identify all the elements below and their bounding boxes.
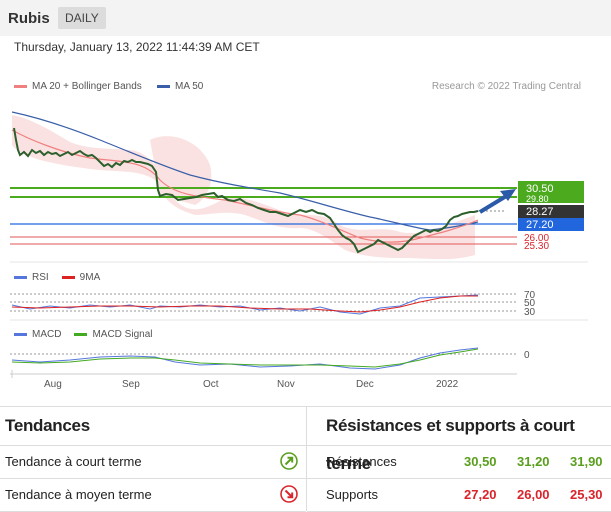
symbol-name: Rubis	[8, 10, 50, 27]
resistances-row: Résistances 30,50 31,20 31,90	[307, 446, 611, 479]
chart-header: Rubis DAILY	[0, 0, 611, 36]
ma50-label: MA 50	[175, 81, 204, 92]
macd-tick-0: 0	[524, 350, 530, 361]
x-label-aug: Aug	[44, 379, 62, 390]
price-chart[interactable]: 30.50 29.80 28.27 27.20 26.00 25.30 70 5…	[0, 0, 611, 400]
supports-label: Supports	[326, 487, 379, 502]
resistances-label: Résistances	[326, 454, 397, 469]
level-s2: 26.00	[524, 233, 549, 244]
ma50-line	[11, 111, 479, 231]
rsi-line	[11, 294, 479, 315]
level-s3: 25.30	[524, 241, 549, 252]
support-1: 27,20	[464, 487, 497, 502]
resistance-2: 31,20	[517, 454, 550, 469]
ma20-line	[11, 129, 479, 243]
legend-ma20: MA 20 + Bollinger Bands	[14, 81, 142, 92]
trend-down-icon	[280, 485, 298, 503]
x-label-sep: Sep	[122, 379, 140, 390]
rsi-tick-50: 50	[524, 298, 536, 309]
rsi-label: RSI	[32, 272, 49, 283]
rsi-swatch	[14, 276, 27, 279]
level-r1: 30.50	[526, 183, 554, 195]
macd-label: MACD	[32, 329, 62, 340]
copyright-text: Research © 2022 Trading Central	[431, 81, 581, 92]
level-box-r2	[518, 196, 584, 203]
trend-up-icon	[280, 452, 298, 470]
level-box-last	[518, 205, 584, 218]
rsi9-label: 9MA	[79, 272, 101, 283]
rsi-9ma-line	[11, 295, 478, 313]
trends-column: Tendances Tendance à court terme Tendanc…	[0, 407, 306, 512]
support-3: 25,30	[570, 487, 603, 502]
legend-ma50: MA 50	[157, 81, 203, 92]
macd-line	[11, 347, 479, 370]
level-box-r1	[518, 181, 584, 196]
x-label-2022: 2022	[436, 379, 459, 390]
rsi9-swatch	[61, 276, 75, 279]
table-divider	[306, 407, 307, 511]
level-s1: 27.20	[526, 219, 554, 231]
x-label-nov: Nov	[277, 379, 295, 390]
ma20-swatch	[14, 85, 27, 88]
rsi-tick-70: 70	[524, 290, 536, 301]
supports-row: Supports 27,20 26,00 25,30	[307, 479, 611, 512]
support-2: 26,00	[517, 487, 550, 502]
macd-signal-label: MACD Signal	[92, 329, 153, 340]
trends-title: Tendances	[0, 407, 306, 446]
x-label-oct: Oct	[203, 379, 219, 390]
rsi-tick-30: 30	[524, 307, 536, 318]
projection-arrow	[478, 193, 510, 214]
medium-term-label: Tendance à moyen terme	[5, 487, 152, 502]
analysis-table: Tendances Tendance à court terme Tendanc…	[0, 406, 611, 512]
level-last: 28.27	[526, 206, 554, 218]
ma20-label: MA 20 + Bollinger Bands	[32, 81, 142, 92]
short-term-label: Tendance à court terme	[5, 454, 142, 469]
level-box-s1	[518, 218, 584, 231]
period-badge[interactable]: DAILY	[58, 7, 106, 29]
macd-signal-swatch	[74, 333, 88, 336]
levels-title: Résistances et supports à court terme	[307, 407, 611, 473]
ma50-swatch	[157, 85, 170, 88]
macd-signal-line	[11, 348, 479, 368]
resistance-1: 30,50	[464, 454, 497, 469]
medium-term-row: Tendance à moyen terme	[0, 479, 306, 512]
projection-arrowhead	[500, 189, 516, 201]
chart-datetime: Thursday, January 13, 2022 11:44:39 AM C…	[14, 40, 260, 54]
legend-rsi: RSI 9MA	[14, 272, 100, 283]
levels-column: Résistances et supports à court terme Ré…	[307, 407, 611, 512]
legend-macd: MACD MACD Signal	[14, 329, 152, 340]
macd-swatch	[14, 333, 27, 336]
price-candles	[13, 127, 479, 254]
resistance-3: 31,90	[570, 454, 603, 469]
x-label-dec: Dec	[356, 379, 374, 390]
level-r2: 29.80	[526, 194, 549, 204]
short-term-row: Tendance à court terme	[0, 446, 306, 479]
